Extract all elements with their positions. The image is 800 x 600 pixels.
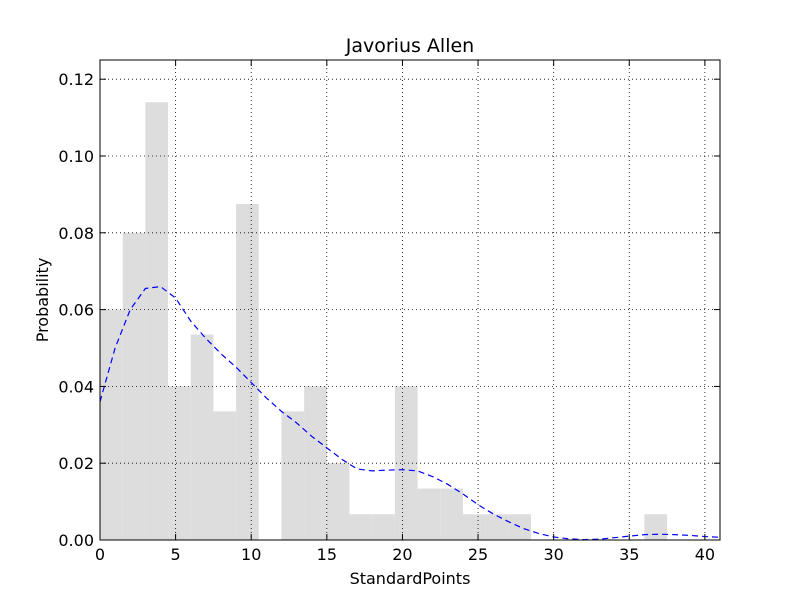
x-tick-label: 5 <box>171 545 181 564</box>
x-tick-label: 15 <box>317 545 337 564</box>
histogram-bar <box>304 386 327 540</box>
histogram-bar <box>394 386 418 540</box>
histogram-bar <box>145 102 169 541</box>
y-tick-label: 0.00 <box>58 531 94 550</box>
y-tick-label: 0.06 <box>58 301 94 320</box>
y-tick-label: 0.04 <box>58 377 94 396</box>
histogram-bar <box>440 488 463 540</box>
histogram-bar <box>190 334 214 540</box>
chart-title: Javorius Allen <box>345 35 474 57</box>
y-axis-label: Probability <box>33 258 52 343</box>
y-tick-label: 0.08 <box>58 224 94 243</box>
x-tick-label: 40 <box>695 545 715 564</box>
histogram-bar <box>100 309 123 540</box>
density-line <box>99 285 721 541</box>
y-tick-label: 0.10 <box>58 147 94 166</box>
x-tick-label: 0 <box>95 545 105 564</box>
histogram-bar <box>326 463 350 540</box>
grid-lines <box>99 60 720 541</box>
x-tick-label: 20 <box>392 545 412 564</box>
x-axis-label: StandardPoints <box>350 569 471 588</box>
density-curve <box>99 285 721 541</box>
histogram-bar <box>281 411 305 540</box>
histogram-bar <box>485 514 509 540</box>
x-tick-label: 10 <box>241 545 261 564</box>
histogram-bar <box>168 386 191 540</box>
x-tick-label: 30 <box>543 545 563 564</box>
histogram-bar <box>644 514 668 540</box>
plot-frame <box>99 59 721 541</box>
histogram-bar <box>417 488 441 540</box>
histogram-bar <box>462 514 486 540</box>
axis-ticks: 0 5 10 15 20 25 30 35 40 0.00 0.02 0.04 0.06 0.08 0.10… <box>58 60 720 564</box>
histogram-bar <box>372 514 395 540</box>
y-tick-label: 0.12 <box>58 70 94 89</box>
histogram-bar <box>349 514 373 540</box>
y-tick-label: 0.02 <box>58 454 94 473</box>
histogram-bar <box>122 232 146 541</box>
histogram-bar <box>236 204 259 540</box>
x-tick-label: 25 <box>468 545 488 564</box>
histogram-bars <box>100 102 668 541</box>
x-tick-label: 35 <box>619 545 639 564</box>
histogram-bar <box>213 411 237 540</box>
